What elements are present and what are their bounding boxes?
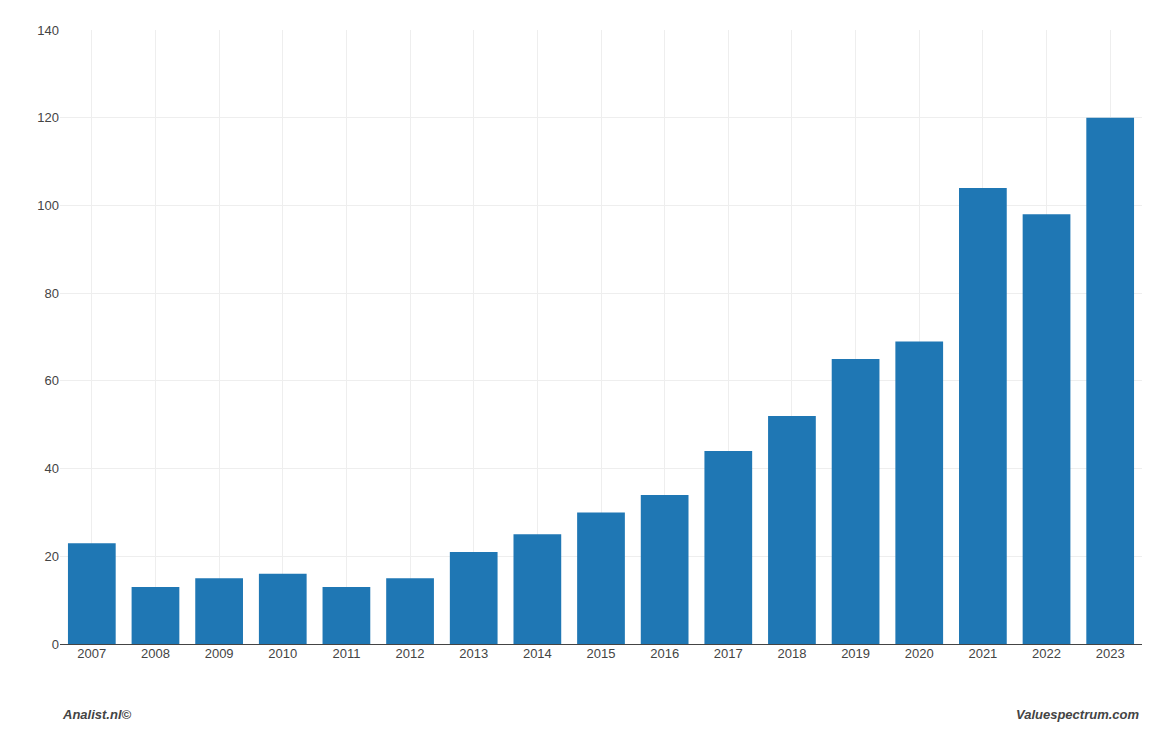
svg-text:2023: 2023 <box>1096 646 1125 661</box>
svg-text:60: 60 <box>45 373 59 388</box>
svg-text:2020: 2020 <box>905 646 934 661</box>
svg-text:2012: 2012 <box>396 646 425 661</box>
svg-text:2010: 2010 <box>268 646 297 661</box>
svg-text:2013: 2013 <box>459 646 488 661</box>
svg-text:2021: 2021 <box>968 646 997 661</box>
svg-text:Analist.nl©: Analist.nl© <box>62 707 132 722</box>
svg-text:2015: 2015 <box>587 646 616 661</box>
svg-text:120: 120 <box>37 110 59 125</box>
svg-text:2014: 2014 <box>523 646 552 661</box>
svg-text:2007: 2007 <box>77 646 106 661</box>
svg-text:0: 0 <box>52 637 59 652</box>
svg-text:2018: 2018 <box>777 646 806 661</box>
svg-text:20: 20 <box>45 549 59 564</box>
svg-text:100: 100 <box>37 198 59 213</box>
svg-text:80: 80 <box>45 286 59 301</box>
svg-text:2011: 2011 <box>332 646 360 661</box>
svg-text:2008: 2008 <box>141 646 170 661</box>
svg-text:2009: 2009 <box>205 646 234 661</box>
svg-text:2016: 2016 <box>650 646 679 661</box>
svg-text:2017: 2017 <box>714 646 743 661</box>
svg-text:2022: 2022 <box>1032 646 1061 661</box>
svg-text:Valuespectrum.com: Valuespectrum.com <box>1016 707 1140 722</box>
svg-text:40: 40 <box>45 461 59 476</box>
svg-text:140: 140 <box>37 23 59 38</box>
svg-text:2019: 2019 <box>841 646 870 661</box>
